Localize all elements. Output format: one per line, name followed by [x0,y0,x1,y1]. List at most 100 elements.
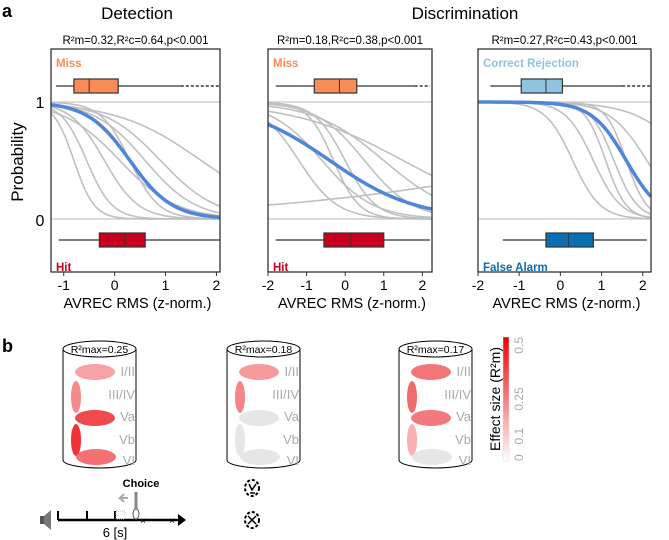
stats-label: R²m=0.32,R²c=0.64,p<0.001 [62,35,208,47]
box [545,232,594,248]
panel-2: R²m=0.18,R²c=0.38,p<0.001 Miss Hit -2 -1 0 1 2 A… [262,35,433,312]
x-tick-label: -1 [57,277,70,293]
layer-vi [240,449,280,465]
reward-icon [244,479,260,497]
x-tick-label: -1 [300,277,313,293]
subject-curve [267,185,433,206]
panel-b-label: b [2,336,13,356]
plot-frame [477,48,652,273]
mean-curve [478,100,653,198]
layer-vb [235,424,245,456]
mean-curve [267,122,433,211]
box [520,78,564,94]
x-tick-label: -2 [472,277,485,293]
layer-iii-iv [71,381,81,413]
top-boxplot [56,78,219,94]
x-axis-label: AVREC RMS (z-norm.) [493,296,641,312]
cylinder-top [62,340,137,358]
x-tick-label: 2 [639,277,647,293]
panel-3: R²m=0.27,R²c=0.43,p<0.001 Correct Rejecti… [472,35,653,312]
colorbar-tick-label: 0.25 [512,387,526,411]
layer-vi [412,449,452,465]
layer-i-ii [411,364,451,380]
layer-label: VI [123,453,135,468]
box-label: Hit [56,262,72,274]
bottom-boxplot [502,232,647,248]
panel-a-label: a [2,1,13,21]
plot-frame [267,48,433,273]
box-label: Miss [273,58,299,70]
layer-label: III/IV [108,387,135,402]
layer-label: Va [456,409,472,424]
layer-label: Va [120,409,136,424]
colorbar [502,336,510,462]
colorbar-tick-label: 0.5 [512,337,526,354]
box [323,232,385,248]
layer-label: I/II [285,364,299,379]
x-tick-label: -2 [262,277,275,293]
layer-va [75,410,115,426]
plot-frame [50,48,221,273]
bottom-boxplot [58,232,220,248]
box-label: False Alarm [483,262,548,274]
cylinder-top [398,340,473,358]
layer-label: Vb [119,432,135,447]
cortex-cylinder-2: R²max=0.18 I/II III/IV Va Vb VI [226,340,301,469]
x-tick-label: 2 [418,277,426,293]
layer-label: VI [459,453,471,468]
box [313,78,358,94]
layer-label: Vb [283,432,299,447]
subject-curve [267,101,432,220]
subject-curve [50,106,221,220]
r2max-label: R²max=0.18 [235,344,293,356]
layer-vb [407,424,417,456]
speaker-icon [40,510,51,530]
x-tick-label: 1 [380,277,388,293]
bottom-boxplot [275,232,431,248]
ytick-0: 0 [36,213,45,230]
duration-label: 6 [s] [103,525,128,540]
subject-curve [267,114,433,219]
cylinder-body [62,349,137,469]
subject-curve [50,103,221,208]
layer-va [239,410,279,426]
box [73,78,119,94]
layer-vi [76,449,116,465]
no-reward-icon [244,511,260,529]
trial-timeline: × × Choice 6 [s] [40,478,260,540]
y-axis-label: Probability [8,122,27,202]
box-label: Correct Rejection [483,58,579,70]
layer-label: VI [287,453,299,468]
cortex-cylinder-3: R²max=0.17 I/II III/IV Va Vb VI [398,340,473,469]
svg-text:×: × [140,516,146,527]
cylinder-body [398,349,473,469]
stats-label: R²m=0.18,R²c=0.38,p<0.001 [277,35,423,47]
box-label: Miss [56,58,82,70]
r2max-label: R²max=0.25 [71,344,129,356]
cortex-cylinder-1: R²max=0.25 I/II III/IV Va Vb VI [62,340,137,469]
layer-label: III/IV [444,387,471,402]
svg-text:×: × [169,516,175,527]
layer-iii-iv [407,381,417,413]
x-tick-label: 0 [341,277,349,293]
layer-i-ii [239,364,279,380]
layer-label: Vb [455,432,471,447]
colorbar-label: Effect size (R²m) [487,347,503,451]
layer-label: I/II [121,364,135,379]
panel-1: R²m=0.32,R²c=0.64,p<0.001 Miss Hit -1 0 1 2AVR… [50,35,221,312]
x-tick-label: 0 [111,277,119,293]
ytick-1: 1 [36,95,45,112]
subject-curve [50,101,221,220]
layer-i-ii [75,364,115,380]
colorbar-tick-label: 0 [512,454,526,461]
layer-iii-iv [235,381,245,413]
detection-title: Detection [101,4,173,23]
layer-vb [71,424,81,456]
r2max-label: R²max=0.17 [407,344,465,356]
x-tick-label: 1 [598,277,606,293]
top-boxplot [490,78,650,94]
colorbar-tick-label: 0.1 [512,428,526,445]
x-tick-label: 1 [162,277,170,293]
top-boxplot [275,78,431,94]
